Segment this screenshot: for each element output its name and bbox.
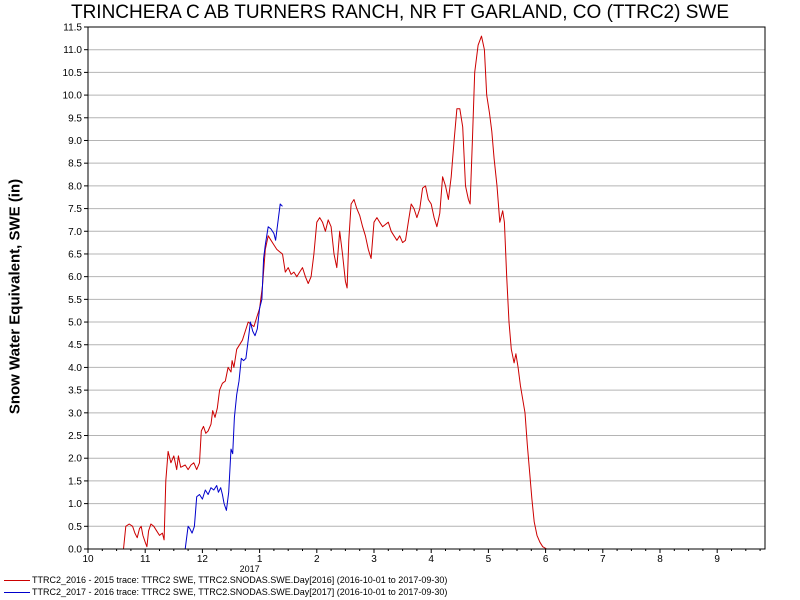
legend-entry-2016: TTRC2_2016 - 2015 trace: TTRC2 SWE, TTRC… bbox=[4, 575, 447, 585]
y-tick-label: 3.0 bbox=[68, 408, 82, 419]
y-tick-label: 1.5 bbox=[68, 476, 82, 487]
y-tick-label: 9.5 bbox=[68, 113, 82, 124]
y-tick-label: 11.5 bbox=[63, 23, 82, 34]
y-tick-label: 8.0 bbox=[68, 181, 82, 192]
x-tick-label: 5 bbox=[486, 554, 492, 565]
y-tick-label: 1.0 bbox=[68, 499, 82, 510]
x-tick-label: 7 bbox=[600, 554, 606, 565]
series-line-2017 bbox=[184, 203, 283, 550]
chart-title: TRINCHERA C AB TURNERS RANCH, NR FT GARL… bbox=[70, 2, 730, 23]
y-tick-label: 6.0 bbox=[68, 272, 82, 283]
x-tick-label: 3 bbox=[371, 554, 377, 565]
x-tick-label: 2 bbox=[314, 554, 320, 565]
axis-ticks: 0.0 0.5 1.0 1.5 2.0 2.5 3.0 3.5 4.0 4.5 5.0 5.5 6.0 6… bbox=[63, 23, 761, 574]
series-line-2016 bbox=[123, 35, 552, 550]
legend-label-2016: TTRC2_2016 - 2015 trace: TTRC2 SWE, TTRC… bbox=[32, 575, 448, 585]
x-tick-label: 4 bbox=[428, 554, 434, 565]
y-tick-label: 5.0 bbox=[68, 318, 82, 329]
x-tick-label: 11 bbox=[140, 554, 151, 565]
y-tick-label: 8.5 bbox=[68, 159, 82, 170]
x-tick-label: 8 bbox=[657, 554, 663, 565]
y-tick-label: 2.0 bbox=[68, 454, 82, 465]
y-tick-label: 9.0 bbox=[68, 136, 82, 147]
y-tick-label: 7.0 bbox=[68, 227, 82, 238]
x-tick-label: 10 bbox=[82, 554, 94, 565]
x-tick-label: 9 bbox=[714, 554, 720, 565]
plot-frame bbox=[87, 26, 766, 550]
legend-swatch-2017 bbox=[4, 592, 30, 594]
y-tick-label: 7.5 bbox=[68, 204, 82, 215]
year-label: 2017 bbox=[240, 564, 260, 574]
y-tick-label: 10.5 bbox=[63, 68, 83, 79]
y-tick-label: 6.5 bbox=[68, 249, 82, 260]
legend-entry-2017: TTRC2_2017 - 2016 trace: TTRC2 SWE, TTRC… bbox=[4, 587, 447, 597]
y-tick-label: 0.0 bbox=[68, 545, 82, 556]
y-tick-label: 4.0 bbox=[68, 363, 82, 374]
y-tick-label: 4.5 bbox=[68, 340, 82, 351]
y-tick-label: 10.0 bbox=[63, 91, 83, 102]
y-tick-label: 2.5 bbox=[68, 431, 82, 442]
plot-area bbox=[88, 27, 765, 549]
chart-plot: 0.0 0.5 1.0 1.5 2.0 2.5 3.0 3.5 4.0 4.5 5.0 5.5 6.0 6… bbox=[63, 23, 766, 574]
y-tick-label: 11.0 bbox=[63, 45, 82, 56]
y-tick-label: 0.5 bbox=[68, 522, 82, 533]
x-tick-label: 12 bbox=[197, 554, 209, 565]
x-tick-label: 1 bbox=[257, 554, 263, 565]
legend-swatch-2016 bbox=[4, 580, 30, 582]
x-tick-label: 6 bbox=[543, 554, 549, 565]
series-lines bbox=[123, 35, 552, 550]
legend-label-2017: TTRC2_2017 - 2016 trace: TTRC2 SWE, TTRC… bbox=[32, 587, 448, 597]
gridlines bbox=[88, 49, 765, 527]
y-tick-label: 3.5 bbox=[68, 386, 82, 397]
y-tick-label: 5.5 bbox=[68, 295, 82, 306]
